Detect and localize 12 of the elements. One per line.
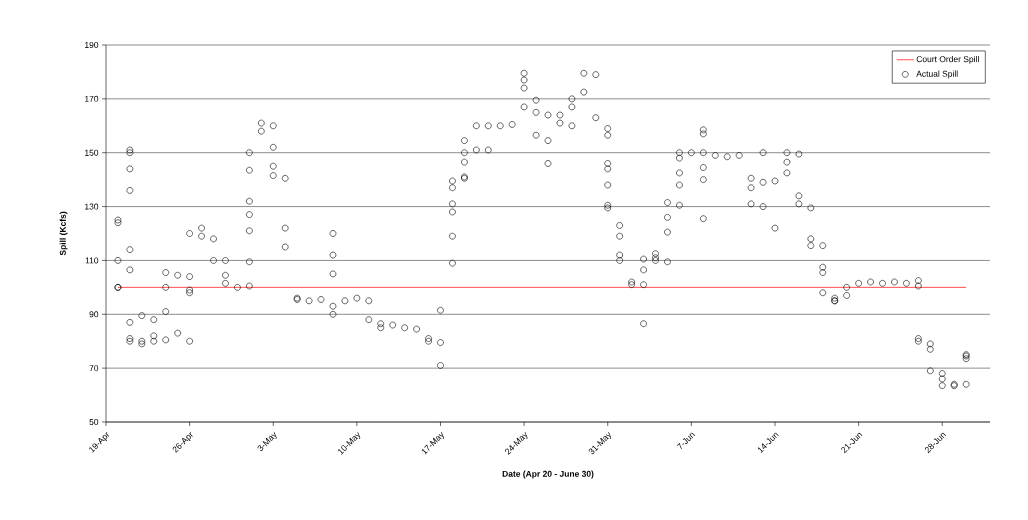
legend-label: Court Order Spill: [916, 55, 979, 64]
y-tick-label: 170: [85, 95, 99, 102]
y-tick-label: 130: [85, 203, 99, 210]
y-tick-label: 50: [89, 419, 99, 425]
y-tick-label: 110: [85, 257, 99, 264]
legend-label: Actual Spill: [916, 70, 958, 79]
y-tick-label: 70: [89, 365, 99, 372]
y-tick-label: 150: [85, 149, 99, 156]
y-axis-title: Spill (Kcfs): [59, 211, 68, 256]
x-axis-title: Date (Apr 20 - June 30): [502, 470, 594, 479]
y-tick-label: 190: [85, 42, 99, 48]
y-tick-label: 90: [89, 311, 99, 318]
